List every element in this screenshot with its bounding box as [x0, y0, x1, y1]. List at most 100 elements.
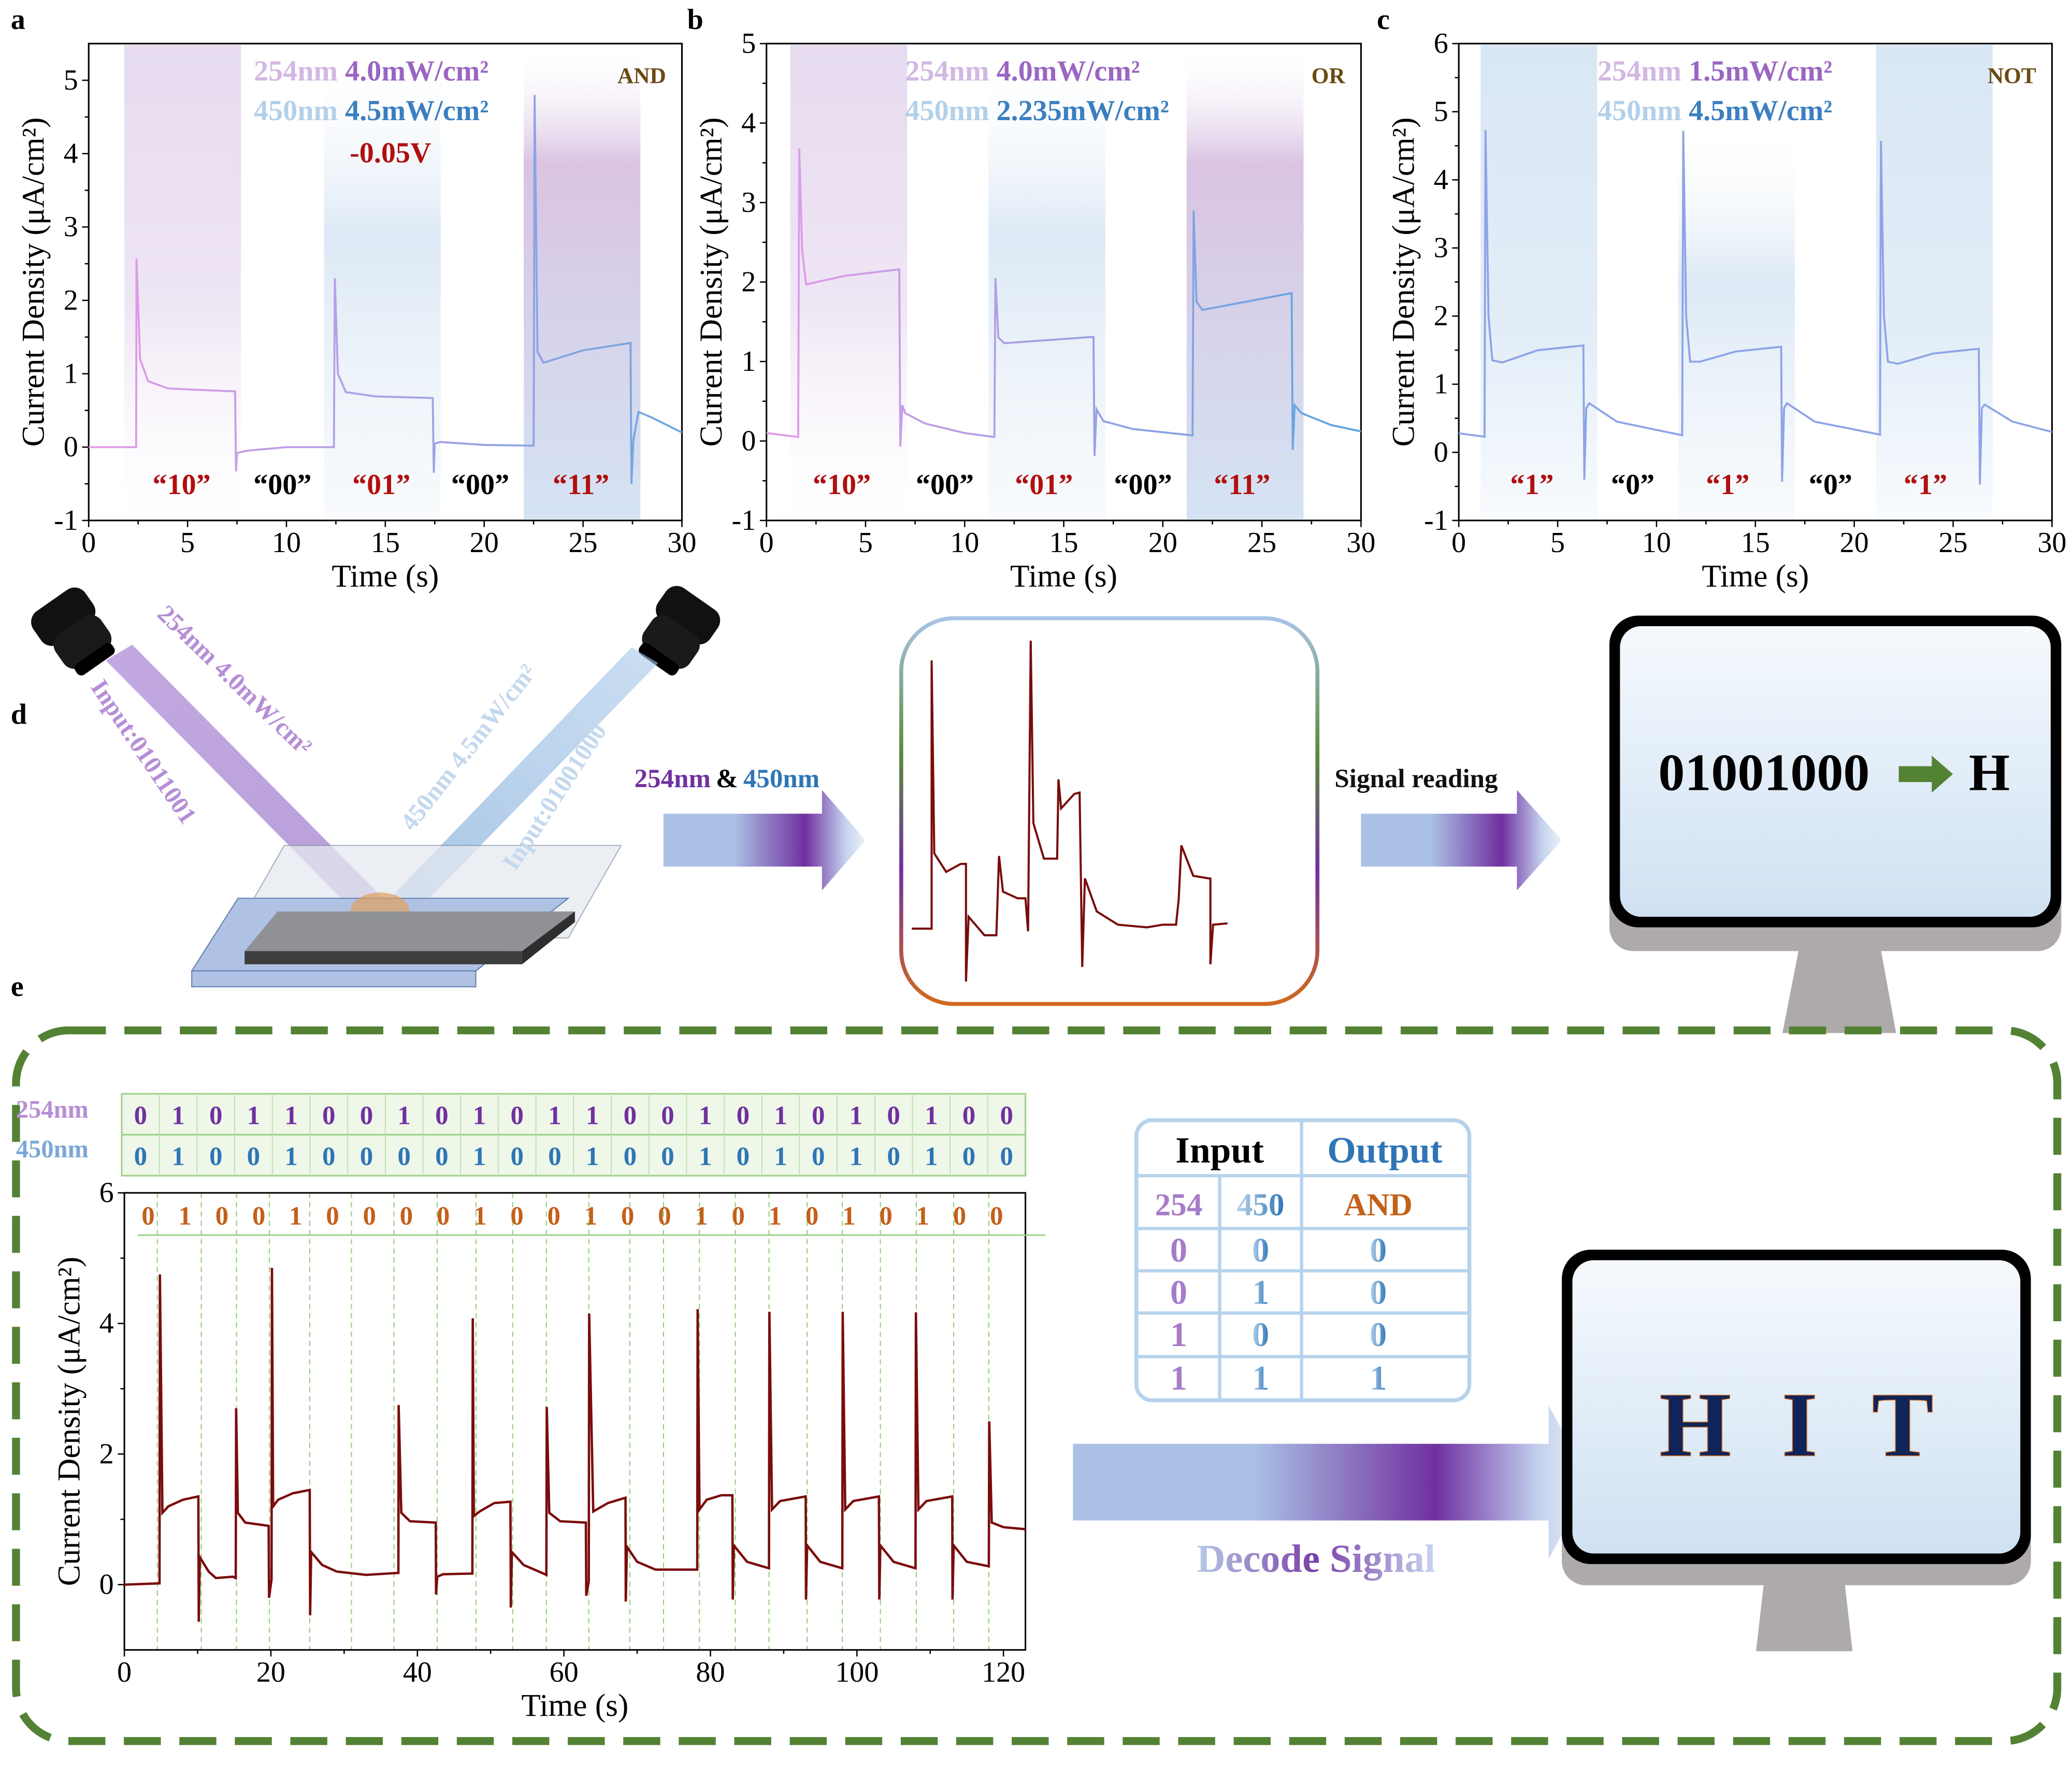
output-bit: 0 — [141, 1202, 155, 1231]
output-bit: 1 — [178, 1202, 192, 1231]
annotation-wavelength: 450nm — [254, 95, 345, 127]
bit-254: 0 — [962, 1102, 976, 1131]
bit-254: 0 — [511, 1102, 524, 1131]
bit-450: 0 — [962, 1143, 976, 1172]
annotation-line: 254nm 1.5mW/cm² — [1598, 55, 1832, 88]
state-label: “01” — [1015, 469, 1073, 501]
x-tick-label: 30 — [1346, 527, 1375, 559]
y-tick-label: 0 — [99, 1568, 114, 1600]
illumination-band — [1186, 45, 1304, 519]
panel-label-b: b — [687, 4, 703, 36]
output-bit: 0 — [252, 1202, 265, 1231]
beam-450-label: 450nm 4.5mW/cm² — [395, 659, 542, 836]
state-label: “11” — [1214, 469, 1270, 501]
output-bit: 0 — [215, 1202, 229, 1231]
input-bit-table: 0 1 0 1 1 0 0 1 0 1 0 1 1 0 0 1 0 1 0 1 0 1 0 00 1 0 0 1 0 0 0 0 1 0 0 1 0 0 1… — [121, 1093, 1027, 1177]
bit-254: 1 — [284, 1102, 298, 1131]
panel-e: e 0 1 0 1 1 0 0 1 0 1 0 1 1 0 0 1 0 1 0 1 0 1 0 00 1 0 0 1 0 0 0 0 1 0 0 1 0… — [11, 971, 2062, 1745]
x-tick-label: 25 — [1938, 527, 1967, 559]
beam-254 — [106, 644, 384, 912]
illumination-band — [790, 45, 908, 519]
arrow1-label-254: 254nm — [635, 764, 711, 793]
illumination-band — [324, 45, 441, 519]
truth-cell: 1 — [1170, 1360, 1187, 1397]
bit-254: 1 — [699, 1102, 712, 1131]
annotation-power: 1.5mW/cm² — [1689, 55, 1832, 88]
x-tick-label: 100 — [835, 1656, 879, 1688]
y-tick-label: 1 — [741, 345, 756, 378]
gate-label: OR — [1312, 64, 1346, 89]
annotation-power: 4.0mW/cm² — [345, 55, 488, 88]
bit-254: 1 — [850, 1102, 863, 1131]
bit-254: 0 — [887, 1102, 900, 1131]
y-tick-label: -1 — [732, 504, 756, 537]
bit-450: 0 — [322, 1143, 336, 1172]
signal-frame — [899, 616, 1320, 1006]
active-layer-side — [522, 911, 575, 964]
illumination-band — [1876, 45, 1993, 519]
y-tick-label: 0 — [1434, 436, 1448, 468]
x-tick-label: 10 — [272, 527, 301, 559]
arrow1-label-450: 450nm — [743, 764, 819, 793]
y-tick-label: 2 — [741, 266, 756, 298]
output-bit: 0 — [326, 1202, 339, 1231]
bit-254: 0 — [322, 1102, 336, 1131]
illumination-band — [524, 45, 641, 519]
beam-254-label: 254nm 4.0mW/cm² — [152, 600, 317, 760]
truth-table: Input Output 254 450 AND 0 0 0 0 1 0 1 0 0 1 1 1 — [1134, 1118, 1472, 1403]
y-axis-label: Current Density (μA/cm²) — [51, 1257, 87, 1586]
y-tick-label: 6 — [1434, 27, 1448, 60]
output-bit: 0 — [990, 1202, 1003, 1231]
output-bit: 0 — [400, 1202, 413, 1231]
monitor-2-screen — [1572, 1260, 2021, 1554]
state-label: “1” — [1706, 469, 1749, 501]
y-axis-label: Current Density (μA/cm²) — [16, 118, 51, 447]
bit-450: 0 — [134, 1143, 148, 1172]
annotation-power: 4.5mW/cm² — [345, 95, 488, 127]
truth-cell: 0 — [1252, 1232, 1269, 1269]
bit-450: 0 — [1000, 1143, 1013, 1172]
bit-254: 1 — [548, 1102, 562, 1131]
bit-450: 0 — [661, 1143, 674, 1172]
y-tick-label: 5 — [64, 64, 78, 96]
light-spot — [350, 892, 410, 912]
screen-letter-i: I — [1782, 1374, 1818, 1476]
state-label: “01” — [352, 469, 410, 501]
state-label: “10” — [153, 469, 211, 501]
y-tick-label: 5 — [1434, 96, 1448, 128]
truth-col-254: 254 — [1155, 1188, 1203, 1223]
state-label: “00” — [253, 469, 311, 501]
x-axis-label: Time (s) — [332, 558, 439, 594]
bit-450: 0 — [435, 1143, 449, 1172]
y-tick-label: 4 — [741, 107, 756, 139]
bit-254: 1 — [925, 1102, 938, 1131]
panel-label-e: e — [11, 971, 24, 1003]
x-tick-label: 30 — [2037, 527, 2066, 559]
y-tick-label: 5 — [741, 27, 756, 60]
x-tick-label: 15 — [1049, 527, 1078, 559]
bit-450: 1 — [586, 1143, 599, 1172]
bit-254: 0 — [737, 1102, 750, 1131]
x-axis-label: Time (s) — [1702, 558, 1809, 594]
y-axis-label: Current Density (μA/cm²) — [1386, 118, 1421, 447]
series-line-photocurrent — [124, 1268, 1026, 1622]
decode-label: Decode Signal — [1197, 1537, 1435, 1581]
x-tick-label: 0 — [117, 1656, 132, 1688]
screen-char: H — [1969, 743, 2010, 802]
output-bit: 1 — [769, 1202, 782, 1231]
state-label: “0” — [1611, 469, 1654, 501]
screen-binary: 01001000 — [1658, 743, 1869, 802]
active-layer — [244, 911, 575, 951]
output-bit: 0 — [547, 1202, 560, 1231]
x-tick-label: 120 — [982, 1656, 1025, 1688]
truth-cell: 0 — [1252, 1316, 1269, 1354]
bit-450: 0 — [624, 1143, 637, 1172]
x-axis-label: Time (s) — [1010, 558, 1117, 594]
bit-450: 0 — [397, 1143, 411, 1172]
arrow-right-icon — [1361, 790, 1562, 891]
row-label-254: 254nm — [16, 1096, 89, 1123]
x-tick-label: 5 — [1550, 527, 1565, 559]
bit-450: 0 — [737, 1143, 750, 1172]
